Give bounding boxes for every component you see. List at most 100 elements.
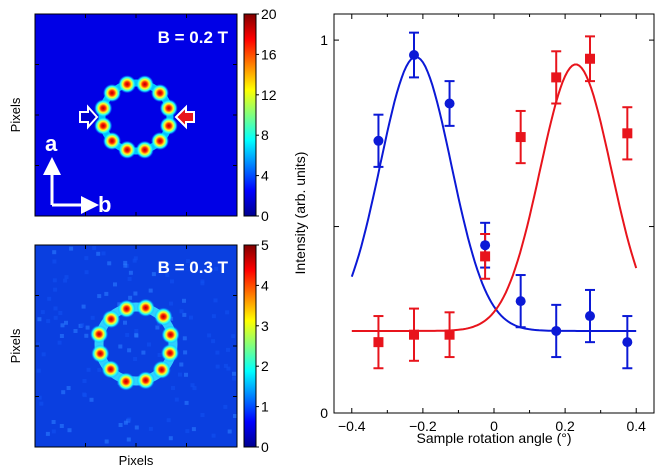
noise-pixel — [185, 259, 190, 264]
heatmap-panel-bottom: B = 0.3 T Pixels Pixels — [8, 244, 238, 468]
colorbar-tick-label: 0 — [261, 208, 269, 224]
data-point-red — [480, 251, 491, 262]
noise-pixel — [97, 367, 102, 372]
noise-pixel — [82, 379, 87, 383]
noise-pixel — [86, 367, 91, 372]
noise-pixel — [52, 250, 57, 255]
noise-pixel — [134, 329, 139, 333]
noise-pixel — [232, 376, 237, 381]
noise-pixel — [211, 314, 216, 319]
heatmap-top-ring — [94, 75, 178, 159]
noise-pixel — [96, 251, 101, 256]
noise-pixel — [184, 400, 189, 405]
data-point-blue — [585, 311, 595, 322]
noise-pixel — [215, 350, 220, 355]
ring-spot — [94, 99, 113, 118]
ring-spot — [118, 140, 137, 159]
y-tick-label: 1 — [320, 32, 328, 48]
axis-b-label: b — [98, 192, 111, 217]
noise-pixel — [182, 312, 187, 317]
ring-spot — [151, 84, 169, 102]
ring-spot — [159, 99, 178, 118]
heatmap-bottom-noise — [36, 246, 237, 444]
noise-pixel — [46, 319, 51, 324]
noise-pixel — [39, 401, 44, 406]
plot-ylabel: Intensity (arb. units) — [292, 152, 308, 275]
noise-pixel — [184, 372, 188, 377]
ring-spot — [91, 344, 110, 363]
colorbar-bottom: 0 1 2 3 4 5 — [243, 237, 269, 455]
ring-spot — [117, 299, 136, 318]
data-point-blue — [409, 50, 419, 61]
x-tick-label: 0.4 — [626, 418, 646, 434]
noise-pixel — [104, 291, 109, 296]
noise-pixel — [37, 395, 42, 400]
noise-pixel — [141, 350, 146, 355]
ring-spot — [135, 140, 154, 159]
noise-pixel — [147, 342, 151, 347]
ring-spot — [102, 310, 121, 329]
noise-pixel — [123, 260, 128, 265]
noise-pixel — [211, 433, 216, 438]
noise-pixel — [57, 340, 62, 345]
noise-pixel — [45, 431, 50, 436]
noise-pixel — [182, 298, 186, 303]
colorbar-tick-label: 5 — [261, 237, 269, 253]
noise-pixel — [133, 357, 138, 361]
colorbar-tick-label: 1 — [261, 399, 269, 415]
noise-pixel — [207, 333, 212, 338]
noise-pixel — [170, 279, 174, 284]
colorbar-tick-label: 2 — [261, 358, 269, 374]
colorbar-tick-label: 3 — [261, 318, 269, 334]
noise-pixel — [180, 266, 185, 271]
noise-pixel — [159, 263, 164, 268]
noise-pixel — [168, 436, 173, 441]
noise-pixel — [225, 310, 230, 315]
colorbar-top-ticks: 0 4 8 12 16 20 — [256, 6, 277, 224]
ring-spot — [101, 360, 120, 379]
data-point-blue — [515, 296, 526, 307]
noise-pixel — [92, 246, 97, 250]
noise-pixel — [89, 397, 94, 402]
noise-pixel — [134, 333, 139, 338]
noise-pixel — [73, 329, 78, 333]
noise-pixel — [84, 333, 89, 338]
data-point-red — [585, 53, 595, 64]
noise-pixel — [118, 423, 123, 427]
data-point-red — [622, 128, 633, 139]
noise-pixel — [52, 259, 57, 264]
noise-pixel — [63, 278, 68, 283]
ring-spot — [103, 132, 121, 150]
noise-pixel — [179, 362, 184, 367]
data-point-blue — [622, 337, 633, 348]
noise-pixel — [132, 258, 137, 263]
noise-pixel — [123, 320, 127, 325]
heatmap-panel-top: B = 0.2 T Pixels a b — [8, 13, 238, 217]
colorbar-top-gradient — [243, 13, 257, 217]
noise-pixel — [107, 261, 112, 266]
heatmap-bottom-ylabel: Pixels — [8, 328, 23, 363]
noise-pixel — [166, 418, 171, 423]
noise-pixel — [215, 364, 220, 369]
noise-pixel — [157, 353, 162, 357]
noise-pixel — [53, 287, 58, 292]
ring-spot — [94, 116, 113, 135]
noise-pixel — [233, 414, 237, 418]
ring-spot — [103, 84, 121, 102]
y-tick-label: 0 — [320, 405, 328, 421]
noise-pixel — [36, 368, 41, 373]
x-tick-label: 0.2 — [555, 418, 575, 434]
heatmap-top-title: B = 0.2 T — [158, 28, 229, 47]
noise-pixel — [183, 350, 188, 355]
ring-spot — [136, 298, 155, 317]
data-point-blue — [444, 98, 455, 109]
ring-spot — [159, 116, 178, 135]
noise-pixel — [226, 347, 230, 352]
data-point-red — [551, 72, 562, 83]
heatmap-bottom-title: B = 0.3 T — [158, 258, 229, 277]
noise-pixel — [51, 420, 56, 424]
data-point-red — [373, 337, 384, 348]
data-point-blue — [480, 240, 491, 251]
noise-pixel — [191, 427, 196, 432]
noise-pixel — [171, 386, 175, 390]
